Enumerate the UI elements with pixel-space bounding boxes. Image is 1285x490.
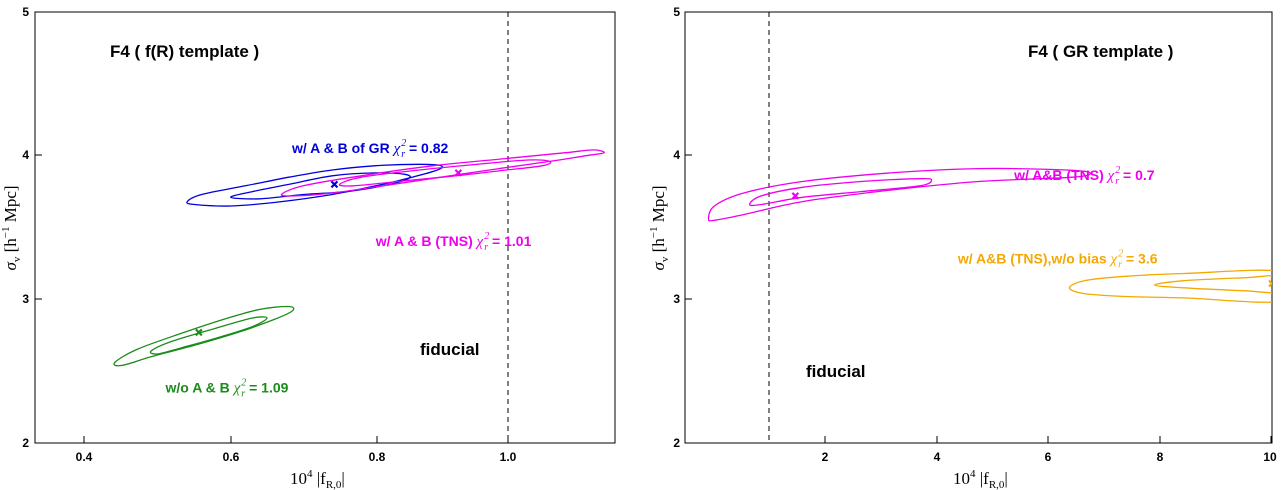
left-x-ticks: 0.4 0.6 0.8 1.0 [76,436,517,464]
series-1-contour-inner [1153,274,1272,294]
right-ytick-label-2: 4 [673,148,680,162]
svg-text:104 |fR,0|: 104 |fR,0| [953,468,1008,490]
right-plot-frame [684,11,1273,444]
series-0-contour-inner [230,172,411,200]
series-2-contour-inner [149,316,268,355]
right-ytick-label-3: 5 [673,5,680,19]
series-1-best-fit-marker [1268,279,1272,288]
right-ytick-label-1: 3 [673,292,680,306]
left-ytick-label-3: 5 [22,5,29,19]
left-panel-title: F4 ( f(R) template ) [110,42,259,61]
right-xtick-label-4: 10 [1263,450,1277,464]
right-xtick-label-2: 6 [1045,450,1052,464]
right-y-axis-label: σv [h−1 Mpc] [648,185,671,270]
series-0-contour-outer [707,167,1091,222]
right-xtick-label-3: 8 [1157,450,1164,464]
left-ytick-label-1: 3 [22,292,29,306]
series-1-contour-inner [338,159,552,187]
right-contours [707,167,1272,303]
left-contours [113,149,605,367]
left-ytick-label-0: 2 [22,436,29,450]
left-xtick-label-1: 0.6 [223,450,240,464]
right-y-ticks: 2 3 4 5 [673,5,692,450]
series-1-annotation: w/ A&B (TNS),w/o bias χ2 r = 3.6 [957,248,1158,270]
left-xtick-label-2: 0.8 [369,450,386,464]
left-xtick-label-3: 1.0 [500,450,517,464]
panel-1-annotations: w/ A&B (TNS) χ2 r = 0.7 w/ A&B (TNS),w/o b… [957,165,1158,270]
left-fiducial-label: fiducial [420,340,480,359]
series-1-contour-outer [280,149,605,197]
left-y-axis-label: σv [h−1 Mpc] [0,185,23,270]
series-2-contour-outer [113,305,295,367]
svg-text:σv [h−1 Mpc]: σv [h−1 Mpc] [0,185,23,270]
right-fiducial-label: fiducial [806,362,866,381]
series-2-annotation: w/o A & B χ2 r = 1.09 [165,378,289,400]
series-0-best-fit-marker [791,192,800,200]
right-xtick-label-1: 4 [934,450,941,464]
series-1-best-fit-marker [454,169,463,177]
right-x-axis-label: 104 |fR,0| [953,468,1008,490]
right-ytick-label-0: 2 [673,436,680,450]
left-x-axis-label: 104 |fR,0| [290,468,345,490]
left-ytick-label-2: 4 [22,148,29,162]
right-panel: 2 4 6 8 10 2 3 4 5 F4 ( GR template ) fi… [648,5,1277,490]
left-panel: 0.4 0.6 0.8 1.0 2 3 4 5 F4 ( f(R) templa… [0,5,616,490]
series-0-annotation: w/ A&B (TNS) χ2 r = 0.7 [1013,165,1155,187]
series-1-contour-outer [1068,269,1272,303]
right-xtick-label-0: 2 [822,450,829,464]
left-plot-frame [34,11,616,444]
right-panel-title: F4 ( GR template ) [1028,42,1173,61]
right-x-ticks: 2 4 6 8 10 [822,436,1277,464]
svg-text:σv [h−1 Mpc]: σv [h−1 Mpc] [648,185,671,270]
panel-0-annotations: w/ A & B of GR χ2 r = 0.82 w/ A & B (TNS) … [165,138,532,400]
left-y-ticks: 2 3 4 5 [22,5,42,450]
series-0-contour-inner [748,177,933,207]
series-2-best-fit-marker [195,328,203,337]
left-xtick-label-0: 0.4 [76,450,93,464]
series-1-annotation: w/ A & B (TNS) χ2 r = 1.01 [375,231,532,253]
series-0-annotation: w/ A & B of GR χ2 r = 0.82 [291,138,449,160]
series-0-best-fit-marker [330,180,339,189]
svg-text:104 |fR,0|: 104 |fR,0| [290,468,345,490]
